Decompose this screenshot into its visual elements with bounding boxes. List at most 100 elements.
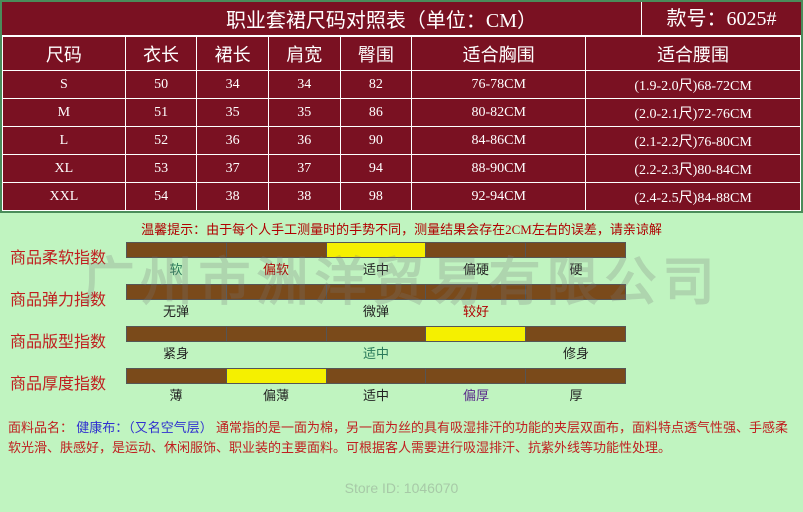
table-row: S5034348276-78CM(1.9-2.0尺)68-72CM <box>3 71 801 99</box>
table-cell: 54 <box>125 183 197 211</box>
table-cell: 50 <box>125 71 197 99</box>
index-segment <box>127 369 227 383</box>
table-cell: 76-78CM <box>412 71 586 99</box>
index-legend: 紧身 适中 修身 <box>126 342 626 362</box>
table-cell: 38 <box>197 183 269 211</box>
index-segment <box>127 285 227 299</box>
index-legend: 薄偏薄适中偏厚厚 <box>126 384 626 404</box>
table-cell: 38 <box>268 183 340 211</box>
index-section: 商品柔软指数软偏软适中偏硬硬商品弹力指数无弹微弹较好商品版型指数紧身适中修身商品… <box>0 242 803 414</box>
index-segment <box>127 327 227 341</box>
size-table: 尺码衣长裙长肩宽臀围适合胸围适合腰围 S5034348276-78CM(1.9-… <box>2 36 801 211</box>
index-segment <box>426 243 526 257</box>
table-row: M5135358680-82CM(2.0-2.1尺)72-76CM <box>3 99 801 127</box>
index-label: 商品厚度指数 <box>6 368 126 394</box>
table-cell: 84-86CM <box>412 127 586 155</box>
table-cell: 80-82CM <box>412 99 586 127</box>
index-legend-label <box>226 342 326 362</box>
column-header: 肩宽 <box>268 37 340 71</box>
index-legend-label: 偏厚 <box>426 384 526 404</box>
table-cell: 35 <box>268 99 340 127</box>
index-legend-label: 修身 <box>526 342 626 362</box>
index-segment <box>526 327 625 341</box>
table-cell: XL <box>3 155 126 183</box>
index-legend-label: 厚 <box>526 384 626 404</box>
index-segment <box>526 243 625 257</box>
index-bar <box>126 284 626 300</box>
column-header: 尺码 <box>3 37 126 71</box>
table-cell: 35 <box>197 99 269 127</box>
index-legend: 软偏软适中偏硬硬 <box>126 258 626 278</box>
index-legend-label: 紧身 <box>126 342 226 362</box>
tip-text: 温馨提示：由于每个人手工测量时的手势不同，测量结果会存在2CM左右的误差，请亲谅… <box>0 213 803 242</box>
index-label: 商品版型指数 <box>6 326 126 352</box>
title-main: 职业套裙尺码对照表（单位：CM） <box>2 4 641 33</box>
index-row: 商品版型指数紧身 适中 修身 <box>6 326 797 362</box>
index-legend-label: 适中 <box>326 258 426 278</box>
index-segment <box>327 369 427 383</box>
index-bar-wrap: 无弹微弹较好 <box>126 284 626 320</box>
size-table-container: 职业套裙尺码对照表（单位：CM） 款号：6025# 尺码衣长裙长肩宽臀围适合胸围… <box>0 0 803 213</box>
index-segment <box>526 285 625 299</box>
column-header: 适合腰围 <box>586 37 801 71</box>
index-legend-label: 适中 <box>326 342 426 362</box>
index-row: 商品柔软指数软偏软适中偏硬硬 <box>6 242 797 278</box>
table-cell: 98 <box>340 183 412 211</box>
index-legend-label: 偏软 <box>226 258 326 278</box>
index-segment <box>227 285 327 299</box>
table-cell: M <box>3 99 126 127</box>
table-cell: (2.2-2.3尺)80-84CM <box>586 155 801 183</box>
index-label: 商品柔软指数 <box>6 242 126 268</box>
index-label: 商品弹力指数 <box>6 284 126 310</box>
table-row: XXL5438389892-94CM(2.4-2.5尺)84-88CM <box>3 183 801 211</box>
index-legend-label: 适中 <box>326 384 426 404</box>
title-sku: 款号：6025# <box>641 2 801 35</box>
index-segment <box>227 369 327 383</box>
fabric-name: 健康布：（又名空气层） <box>76 420 213 435</box>
index-bar <box>126 326 626 342</box>
table-cell: 82 <box>340 71 412 99</box>
table-cell: 86 <box>340 99 412 127</box>
table-cell: 88-90CM <box>412 155 586 183</box>
table-cell: 37 <box>197 155 269 183</box>
index-segment <box>327 327 427 341</box>
column-header: 适合胸围 <box>412 37 586 71</box>
table-cell: 94 <box>340 155 412 183</box>
index-bar-wrap: 薄偏薄适中偏厚厚 <box>126 368 626 404</box>
table-row: L5236369084-86CM(2.1-2.2尺)76-80CM <box>3 127 801 155</box>
table-cell: (2.4-2.5尺)84-88CM <box>586 183 801 211</box>
column-header: 裙长 <box>197 37 269 71</box>
index-segment <box>426 327 526 341</box>
table-cell: (1.9-2.0尺)68-72CM <box>586 71 801 99</box>
table-body: S5034348276-78CM(1.9-2.0尺)68-72CMM513535… <box>3 71 801 211</box>
index-legend-label: 硬 <box>526 258 626 278</box>
index-legend-label <box>526 300 626 320</box>
store-watermark: Store ID: 1046070 <box>0 480 803 496</box>
fabric-prefix: 面料品名： <box>8 420 73 435</box>
table-cell: 34 <box>197 71 269 99</box>
table-cell: 36 <box>268 127 340 155</box>
index-legend: 无弹微弹较好 <box>126 300 626 320</box>
index-bar-wrap: 紧身 适中 修身 <box>126 326 626 362</box>
index-legend-label: 薄 <box>126 384 226 404</box>
index-segment <box>227 243 327 257</box>
table-cell: XXL <box>3 183 126 211</box>
index-segment <box>327 243 427 257</box>
table-cell: 52 <box>125 127 197 155</box>
index-segment <box>526 369 625 383</box>
table-cell: 51 <box>125 99 197 127</box>
index-legend-label: 较好 <box>426 300 526 320</box>
table-cell: S <box>3 71 126 99</box>
table-cell: 37 <box>268 155 340 183</box>
index-legend-label <box>426 342 526 362</box>
index-row: 商品弹力指数无弹微弹较好 <box>6 284 797 320</box>
title-row: 职业套裙尺码对照表（单位：CM） 款号：6025# <box>2 2 801 36</box>
table-cell: L <box>3 127 126 155</box>
index-row: 商品厚度指数薄偏薄适中偏厚厚 <box>6 368 797 404</box>
table-cell: 53 <box>125 155 197 183</box>
table-cell: (2.0-2.1尺)72-76CM <box>586 99 801 127</box>
index-legend-label <box>226 300 326 320</box>
column-header: 衣长 <box>125 37 197 71</box>
table-cell: 92-94CM <box>412 183 586 211</box>
index-legend-label: 无弹 <box>126 300 226 320</box>
